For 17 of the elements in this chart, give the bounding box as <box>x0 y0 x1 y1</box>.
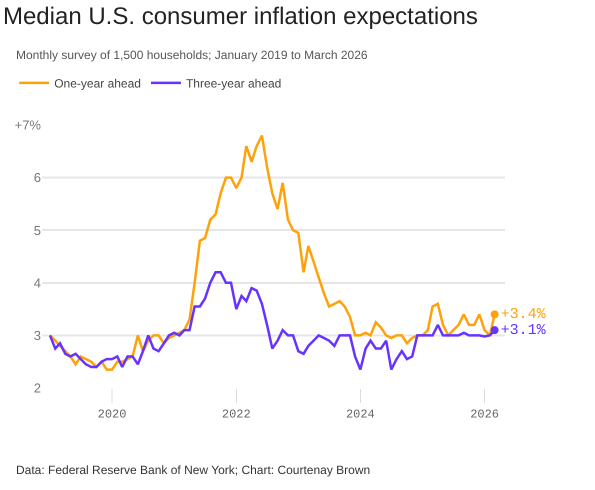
y-tick-label: 3 <box>34 328 41 343</box>
chart-title: Median U.S. consumer inflation expectations <box>2 3 478 30</box>
y-tick-label: 5 <box>34 222 41 238</box>
chart-subtitle: Monthly survey of 1,500 households; January 2019 to March 2026 <box>16 48 368 62</box>
legend-label: Three-year ahead <box>186 76 282 91</box>
data-label: +3.1% <box>500 322 547 339</box>
y-tick-label: 2 <box>34 380 41 396</box>
legend-label: One-year ahead <box>54 76 141 91</box>
x-tick-label: 2022 <box>222 407 251 422</box>
text: Data: Federal Reserve Bank of New York; Chart: Courtenay Brown <box>16 463 370 477</box>
x-tick-label: 2024 <box>346 407 375 422</box>
y-tick-label: 4 <box>34 275 41 290</box>
y-tick-label: +7% <box>14 118 42 133</box>
x-tick-label: 2020 <box>98 407 126 422</box>
data-label: +3.4% <box>500 306 547 324</box>
x-tick-label: 2026 <box>470 407 500 422</box>
y-tick-label: 6 <box>34 170 41 186</box>
